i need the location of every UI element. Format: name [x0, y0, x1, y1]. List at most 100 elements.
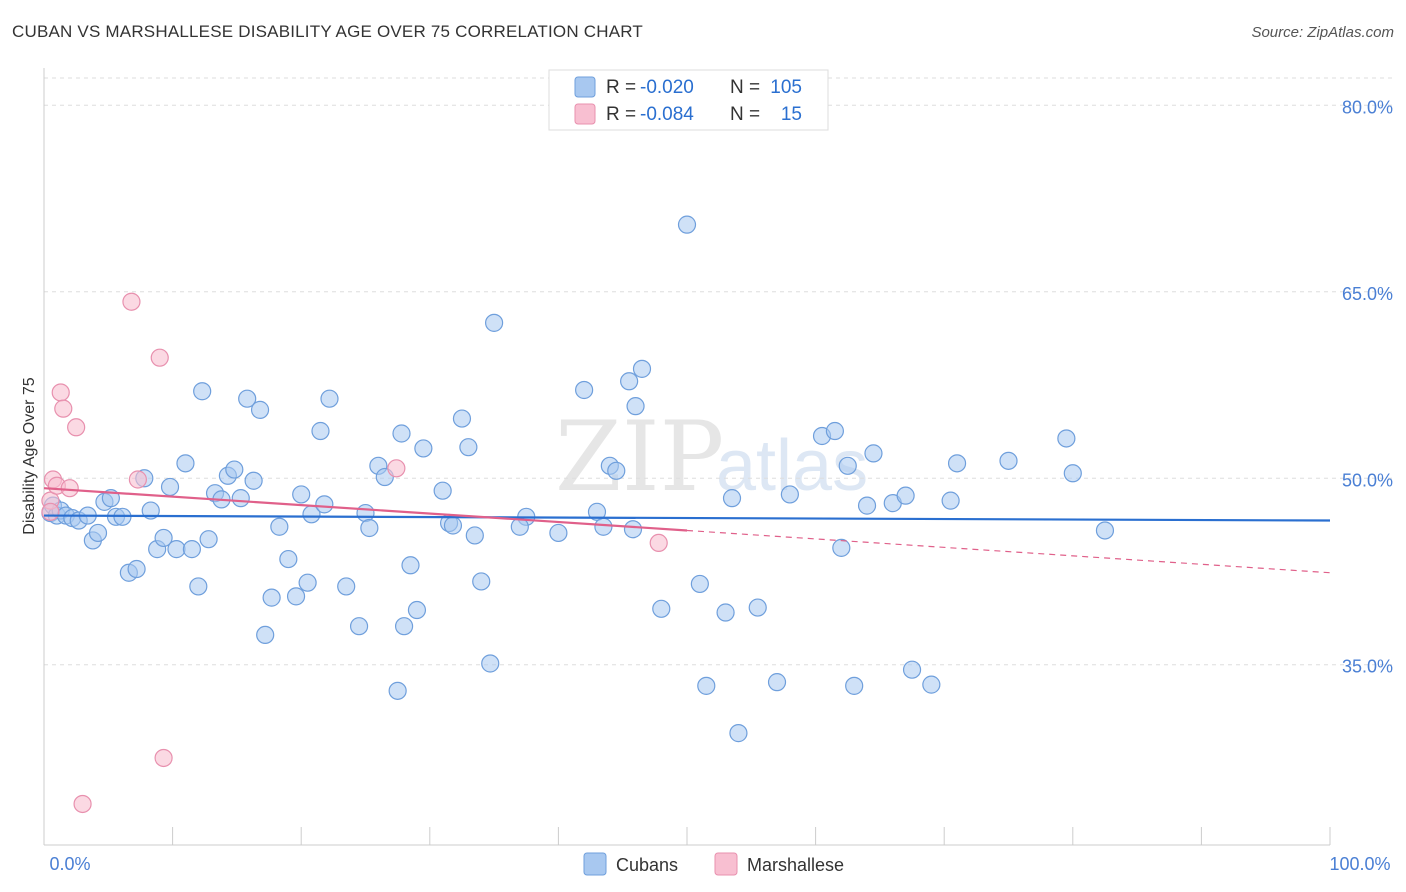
legend-bottom-marshallese-label: Marshallese	[747, 855, 844, 875]
cubans-point-65	[481, 654, 500, 673]
cubans-point-38	[279, 549, 298, 569]
cubans-point-74	[607, 461, 626, 480]
cubans-point-24	[189, 577, 208, 596]
cubans-point-64	[472, 572, 491, 591]
legend-marshallese-n-value: 15	[781, 104, 802, 125]
cubans-point-48	[356, 503, 375, 523]
cubans-point-76	[623, 520, 643, 539]
y-tick-labels: 35.0% 50.0% 65.0% 80.0%	[1342, 97, 1393, 676]
cubans-point-19	[154, 528, 173, 548]
cubans-point-63	[465, 526, 484, 545]
cubans-point-61	[452, 409, 472, 428]
cubans-point-31	[231, 489, 250, 508]
cubans-point-95	[864, 444, 883, 463]
cubans-point-21	[167, 540, 186, 559]
cubans-point-32	[238, 389, 257, 408]
legend-bottom-marshallese-swatch	[714, 852, 738, 876]
cubans-point-98	[902, 660, 922, 679]
marshallese-point-14	[41, 502, 60, 521]
cubans-point-33	[244, 471, 263, 490]
legend-marshallese-r-value: -0.084	[640, 104, 694, 125]
x-tick-label-max: 100.0%	[1329, 854, 1390, 874]
cubans-point-25	[193, 382, 212, 401]
chart-title: CUBAN VS MARSHALLESE DISABILITY AGE OVER…	[12, 22, 643, 41]
cubans-point-99	[922, 675, 941, 694]
cubans-point-88	[780, 485, 799, 504]
cubans-point-92	[838, 456, 857, 475]
cubans-point-69	[549, 523, 568, 543]
cubans-point-39	[286, 587, 306, 606]
trend-lines	[43, 487, 1331, 574]
cubans-point-94	[857, 496, 877, 515]
cubans-point-90	[825, 421, 844, 441]
cubans-point-9	[88, 523, 108, 543]
cubans-point-26	[199, 530, 218, 549]
legend-bottom-cubans-swatch	[583, 852, 607, 876]
cubans-point-45	[320, 389, 339, 408]
cubans-point-15	[127, 559, 146, 579]
cubans-point-34	[250, 400, 270, 419]
cubans-point-101	[947, 454, 967, 473]
cubans-point-57	[414, 439, 433, 458]
cubans-point-102	[999, 451, 1018, 470]
cubans-point-81	[690, 574, 709, 594]
watermark-zip: ZIP	[555, 401, 724, 513]
marshallese-point-9	[128, 470, 147, 489]
y-tick-label-65: 65.0%	[1342, 284, 1393, 304]
source-label: Source: ZipAtlas.com	[1251, 24, 1394, 41]
legend-cubans-swatch	[574, 76, 596, 98]
marshallese-trend-extension	[686, 529, 1331, 574]
marshallese-points	[41, 292, 668, 814]
cubans-point-58	[433, 481, 452, 500]
cubans-point-66	[485, 313, 504, 332]
cubans-point-82	[697, 676, 716, 695]
gridlines	[44, 77, 1395, 666]
cubans-point-30	[225, 460, 244, 479]
cubans-point-93	[845, 676, 864, 695]
cubans-trend-line	[43, 514, 1331, 522]
legend-cubans-r-value: -0.020	[640, 77, 694, 98]
cubans-point-36	[262, 588, 281, 607]
cubans-point-105	[1095, 521, 1115, 540]
marshallese-point-5	[60, 479, 79, 498]
marshallese-point-13	[649, 533, 668, 553]
cubans-point-91	[832, 538, 851, 557]
cubans-point-62	[459, 438, 478, 457]
cubans-point-43	[311, 421, 330, 441]
cubans-point-20	[160, 477, 180, 497]
cubans-point-86	[748, 598, 767, 617]
cubans-point-49	[360, 518, 379, 538]
cubans-point-77	[626, 397, 645, 416]
cubans-point-60	[443, 516, 463, 535]
cubans-point-104	[1063, 464, 1082, 483]
cubans-point-100	[941, 491, 960, 510]
legend-marshallese-n-label: N =	[730, 104, 760, 125]
cubans-point-85	[729, 724, 748, 743]
cubans-point-40	[292, 485, 311, 504]
legend-top: R = -0.020 N = 105 R = -0.084 N = 15	[548, 69, 829, 131]
cubans-point-72	[594, 517, 613, 536]
legend-cubans-r-label: R =	[606, 77, 636, 98]
cubans-point-84	[722, 489, 742, 508]
marshallese-trend-line	[43, 487, 688, 532]
marshallese-point-8	[122, 292, 141, 311]
x-tick-label-min: 0.0%	[49, 854, 90, 874]
y-tick-label-35: 35.0%	[1342, 657, 1393, 677]
cubans-point-56	[407, 600, 427, 620]
cubans-point-17	[141, 501, 160, 520]
cubans-point-44	[315, 495, 334, 514]
cubans-point-103	[1057, 429, 1076, 448]
cubans-point-23	[182, 540, 201, 559]
cubans-point-35	[256, 625, 275, 644]
cubans-point-79	[652, 599, 671, 618]
marshallese-point-3	[51, 383, 70, 402]
cubans-point-70	[575, 380, 594, 400]
cubans-point-41	[298, 573, 317, 592]
cubans-point-87	[767, 673, 787, 692]
cubans-point-55	[401, 556, 420, 575]
watermark: ZIP atlas	[555, 401, 868, 513]
x-ticks	[172, 827, 1331, 845]
cubans-point-78	[632, 359, 652, 378]
legend-marshallese-r-label: R =	[606, 104, 636, 125]
